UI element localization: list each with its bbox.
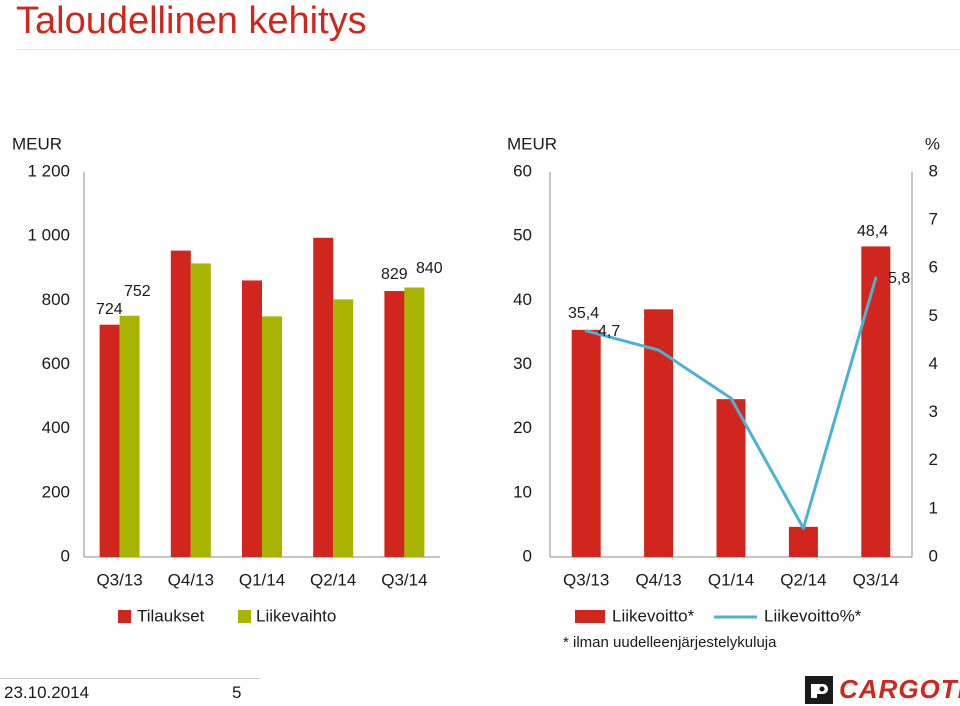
logo-wordmark: CARGOTEC bbox=[839, 674, 960, 704]
line-point bbox=[729, 396, 733, 400]
bar-liikevaihto bbox=[262, 316, 282, 557]
data-label: 752 bbox=[124, 283, 151, 300]
legend-swatch bbox=[238, 610, 251, 623]
y-tick-label: 0 bbox=[61, 546, 70, 565]
y-tick-label: 800 bbox=[42, 290, 70, 309]
y2-tick-label: 4 bbox=[929, 354, 938, 373]
bar-liikevaihto bbox=[333, 299, 354, 557]
y2-tick-label: 0 bbox=[929, 546, 938, 565]
bar-liikevaihto bbox=[119, 315, 140, 557]
line-point bbox=[801, 526, 805, 530]
data-label: 724 bbox=[96, 301, 123, 318]
y-tick-label: 20 bbox=[513, 418, 532, 437]
x-tick-label: Q1/14 bbox=[708, 570, 754, 589]
y2-tick-label: 2 bbox=[929, 450, 938, 469]
y-tick-label: 1 200 bbox=[27, 161, 70, 180]
footnote: * ilman uudelleenjärjestelykuluja bbox=[563, 634, 777, 651]
y-tick-label: 400 bbox=[42, 418, 70, 437]
bar-liikevaihto bbox=[404, 287, 425, 557]
y-tick-label: 50 bbox=[513, 226, 532, 245]
line-point bbox=[657, 348, 661, 352]
bar-liikevoitto bbox=[788, 526, 818, 557]
y2-tick-label: 5 bbox=[929, 306, 938, 325]
y-tick-label: 600 bbox=[42, 354, 70, 373]
y-tick-label: 1 000 bbox=[27, 226, 70, 245]
legend-label: Liikevaihto bbox=[256, 606, 336, 625]
data-label: 48,4 bbox=[857, 223, 888, 240]
x-tick-label: Q3/13 bbox=[563, 570, 609, 589]
y-tick-label: 30 bbox=[513, 354, 532, 373]
y2-tick-label: 6 bbox=[929, 258, 938, 277]
footer-date: 23.10.2014 bbox=[4, 683, 90, 702]
x-tick-label: Q3/13 bbox=[96, 570, 142, 589]
bar-tilaukset bbox=[384, 291, 405, 557]
x-tick-label: Q4/13 bbox=[635, 570, 681, 589]
y2-axis-unit-label: % bbox=[925, 134, 940, 153]
data-label: 35,4 bbox=[568, 305, 599, 322]
x-tick-label: Q3/14 bbox=[853, 570, 899, 589]
x-tick-label: Q3/14 bbox=[381, 570, 427, 589]
operating-profit-chart: MEUR % 0 10 20 30 40 50 60 0 1 2 3 4 5 6 7 8 Q3/13 Q4/13 Q1/… bbox=[507, 134, 940, 625]
legend-label: Liikevoitto* bbox=[612, 606, 695, 625]
y-tick-label: 40 bbox=[513, 290, 532, 309]
legend-swatch bbox=[118, 610, 131, 623]
data-label: 829 bbox=[381, 266, 408, 283]
page-number: 5 bbox=[232, 683, 242, 702]
y-tick-label: 10 bbox=[513, 482, 532, 501]
x-tick-label: Q1/14 bbox=[239, 570, 285, 589]
data-label: 5,8 bbox=[888, 270, 910, 287]
y-tick-label: 0 bbox=[523, 546, 532, 565]
bar-tilaukset bbox=[170, 250, 191, 557]
cargotec-mark-icon bbox=[805, 676, 833, 704]
y2-tick-label: 7 bbox=[929, 210, 938, 229]
line-point bbox=[584, 329, 588, 333]
y-axis-unit-label: MEUR bbox=[507, 134, 557, 153]
y-tick-label: 200 bbox=[42, 482, 70, 501]
y2-tick-label: 1 bbox=[929, 498, 938, 517]
y-axis-unit-label: MEUR bbox=[12, 134, 62, 153]
bar-liikevoitto bbox=[571, 329, 601, 557]
bar-liikevoitto bbox=[716, 399, 746, 557]
bar-liikevoitto bbox=[861, 246, 891, 557]
bar-tilaukset bbox=[242, 280, 262, 557]
line-point bbox=[874, 276, 878, 280]
x-tick-label: Q2/14 bbox=[780, 570, 826, 589]
bar-tilaukset bbox=[99, 324, 120, 557]
y2-tick-label: 8 bbox=[929, 161, 938, 180]
x-tick-label: Q4/13 bbox=[168, 570, 214, 589]
data-label: 840 bbox=[416, 260, 443, 277]
cargotec-logo: CARGOTEC bbox=[805, 674, 960, 704]
y-tick-label: 60 bbox=[513, 161, 532, 180]
bar-tilaukset bbox=[313, 237, 334, 558]
data-label: 4,7 bbox=[598, 323, 620, 340]
legend-swatch bbox=[575, 610, 605, 623]
legend-label: Liikevoitto%* bbox=[764, 606, 862, 625]
legend-label: Tilaukset bbox=[137, 606, 205, 625]
footer-divider bbox=[0, 678, 260, 679]
x-tick-label: Q2/14 bbox=[310, 570, 356, 589]
bar-liikevaihto bbox=[190, 263, 211, 557]
slide-title: Taloudellinen kehitys bbox=[16, 0, 960, 50]
y2-tick-label: 3 bbox=[929, 402, 938, 421]
